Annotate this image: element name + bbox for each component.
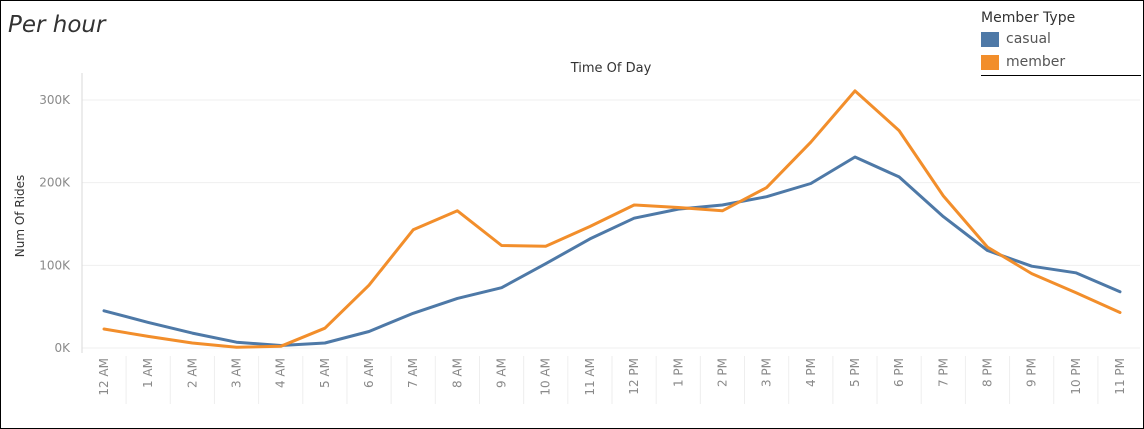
legend-label-casual: casual <box>1006 31 1051 47</box>
data-point-member[interactable] <box>190 341 194 345</box>
data-point-casual[interactable] <box>190 331 194 335</box>
data-point-member[interactable] <box>323 326 327 330</box>
x-tick-label: 8 AM <box>450 358 464 388</box>
y-axis: 0K 100K 200K 300K <box>39 73 83 355</box>
data-point-casual[interactable] <box>941 215 945 219</box>
page-title: Per hour <box>8 12 106 38</box>
legend-item-member[interactable]: member <box>981 52 1065 72</box>
series-line-member[interactable] <box>102 89 1122 349</box>
legend-swatch-casual <box>981 31 999 47</box>
x-tick-label: 1 PM <box>671 358 685 387</box>
x-tick-label: 7 AM <box>406 358 420 388</box>
x-tick-label: 7 PM <box>936 358 950 387</box>
x-tick-label: 3 AM <box>230 358 244 388</box>
data-point-casual[interactable] <box>1030 264 1034 268</box>
data-point-member[interactable] <box>985 245 989 249</box>
x-tick-label: 5 AM <box>318 358 332 388</box>
x-tick-label: 11 PM <box>1113 358 1127 395</box>
legend: Member Type casual member <box>981 9 1141 76</box>
data-point-member[interactable] <box>1030 272 1034 276</box>
data-point-casual[interactable] <box>1118 290 1122 294</box>
data-point-member[interactable] <box>676 205 680 209</box>
data-point-member[interactable] <box>1118 310 1122 314</box>
data-point-member[interactable] <box>809 140 813 144</box>
data-point-casual[interactable] <box>500 286 504 290</box>
data-point-member[interactable] <box>411 228 415 232</box>
data-point-member[interactable] <box>765 186 769 190</box>
data-point-member[interactable] <box>500 243 504 247</box>
data-point-casual[interactable] <box>897 175 901 179</box>
data-point-member[interactable] <box>941 194 945 198</box>
legend-item-casual[interactable]: casual <box>981 29 1051 49</box>
data-point-member[interactable] <box>720 209 724 213</box>
x-tick-label: 11 AM <box>583 358 597 396</box>
data-point-member[interactable] <box>853 89 857 93</box>
data-point-member[interactable] <box>1074 291 1078 295</box>
data-point-casual[interactable] <box>323 341 327 345</box>
data-point-casual[interactable] <box>102 309 106 313</box>
x-tick-label: 2 AM <box>185 358 199 388</box>
data-point-member[interactable] <box>455 209 459 213</box>
data-point-casual[interactable] <box>765 195 769 199</box>
x-tick-label: 12 PM <box>627 358 641 395</box>
x-tick-label: 10 PM <box>1069 358 1083 395</box>
data-point-casual[interactable] <box>455 296 459 300</box>
data-point-member[interactable] <box>367 283 371 287</box>
data-point-casual[interactable] <box>544 262 548 266</box>
chart-title: Time Of Day <box>570 61 652 76</box>
x-tick-label: 5 PM <box>848 358 862 387</box>
grid-lines <box>82 99 1140 349</box>
x-tick-label: 9 AM <box>495 358 509 388</box>
x-tick-label: 9 PM <box>1025 358 1039 387</box>
y-tick-label: 300K <box>39 93 71 107</box>
data-point-casual[interactable] <box>367 329 371 333</box>
x-tick-label: 2 PM <box>715 358 729 387</box>
data-point-member[interactable] <box>146 334 150 338</box>
data-point-member[interactable] <box>897 129 901 133</box>
x-tick-label: 1 AM <box>141 358 155 388</box>
data-point-member[interactable] <box>235 345 239 349</box>
x-tick-label: 3 PM <box>760 358 774 387</box>
data-point-casual[interactable] <box>235 340 239 344</box>
data-point-casual[interactable] <box>720 203 724 207</box>
y-tick-label: 100K <box>39 258 71 272</box>
data-point-casual[interactable] <box>1074 271 1078 275</box>
y-tick-label: 200K <box>39 176 71 190</box>
legend-swatch-member <box>981 54 999 70</box>
series-line-casual[interactable] <box>102 155 1122 347</box>
x-tick-label: 6 PM <box>892 358 906 387</box>
x-tick-label: 6 AM <box>362 358 376 388</box>
x-tick-label: 4 PM <box>804 358 818 387</box>
data-point-member[interactable] <box>588 224 592 228</box>
data-point-casual[interactable] <box>853 155 857 159</box>
data-point-member[interactable] <box>632 203 636 207</box>
legend-title: Member Type <box>981 10 1076 26</box>
data-point-member[interactable] <box>544 244 548 248</box>
data-point-member[interactable] <box>102 327 106 331</box>
y-axis-label: Num Of Rides <box>13 175 27 258</box>
data-point-casual[interactable] <box>146 320 150 324</box>
x-axis: 12 AM 1 AM 2 AM 3 AM 4 AM 5 AM 6 AM 7 AM 8 AM 9 A… <box>97 356 1127 404</box>
series-lines <box>102 89 1122 349</box>
y-tick-label: 0K <box>54 341 71 355</box>
x-tick-label: 8 PM <box>980 358 994 387</box>
data-point-casual[interactable] <box>411 311 415 315</box>
data-point-casual[interactable] <box>632 216 636 220</box>
legend-label-member: member <box>1006 54 1066 70</box>
data-point-member[interactable] <box>279 344 283 348</box>
data-point-casual[interactable] <box>588 237 592 241</box>
x-tick-label: 10 AM <box>539 358 553 396</box>
x-tick-label: 4 AM <box>274 358 288 388</box>
data-point-casual[interactable] <box>809 181 813 185</box>
x-tick-label: 12 AM <box>97 358 111 396</box>
